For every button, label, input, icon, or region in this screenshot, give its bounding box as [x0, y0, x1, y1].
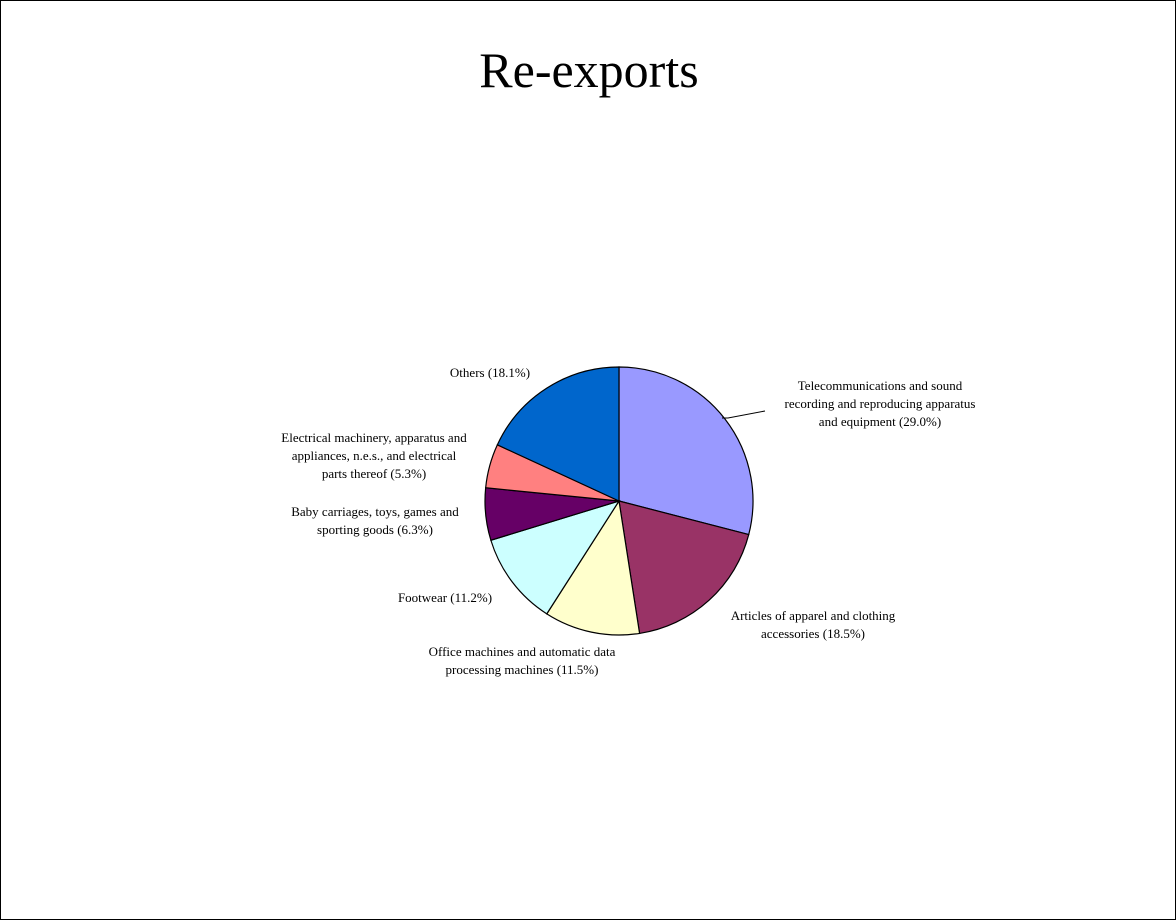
slice-label: Telecommunications and sound recording an…	[745, 377, 1015, 431]
slice-label-line: Others (18.1%)	[449, 365, 531, 380]
slice-label-line: Office machines and automatic data	[428, 644, 616, 659]
pie-slice	[618, 366, 754, 536]
slice-label: Articles of apparel and clothing accessor…	[698, 607, 928, 643]
slice-label: Others (18.1%)	[410, 364, 570, 382]
slice-label: Footwear (11.2%)	[365, 589, 525, 607]
slice-label-line: Baby carriages, toys, games and	[291, 504, 459, 519]
leader-line	[722, 410, 766, 419]
slice-label-line: Articles of apparel and clothing	[730, 608, 896, 623]
slice-label-line: recording and reproducing apparatus	[784, 396, 976, 411]
slice-label-line: appliances, n.e.s., and electrical	[291, 448, 457, 463]
slice-label-line: parts thereof (5.3%)	[321, 466, 427, 481]
slice-label-line: Electrical machinery, apparatus and	[281, 430, 467, 445]
slice-label: Baby carriages, toys, games and sporting …	[255, 503, 495, 539]
pie-slice	[496, 366, 620, 502]
slice-label-line: processing machines (11.5%)	[445, 662, 599, 677]
slice-label-line: and equipment (29.0%)	[818, 414, 942, 429]
slice-label: Electrical machinery, apparatus and appli…	[240, 429, 508, 483]
slice-label-line: Telecommunications and sound	[797, 378, 963, 393]
slice-label: Office machines and automatic data proces…	[372, 643, 672, 679]
slice-label-line: sporting goods (6.3%)	[317, 522, 433, 537]
slice-label-line: accessories (18.5%)	[761, 626, 865, 641]
pie-slice	[490, 499, 621, 615]
pie-slice	[545, 499, 641, 636]
slice-label-line: Footwear (11.2%)	[397, 590, 493, 605]
pie-slice	[618, 500, 750, 635]
chart-title: Re-exports	[479, 42, 699, 98]
